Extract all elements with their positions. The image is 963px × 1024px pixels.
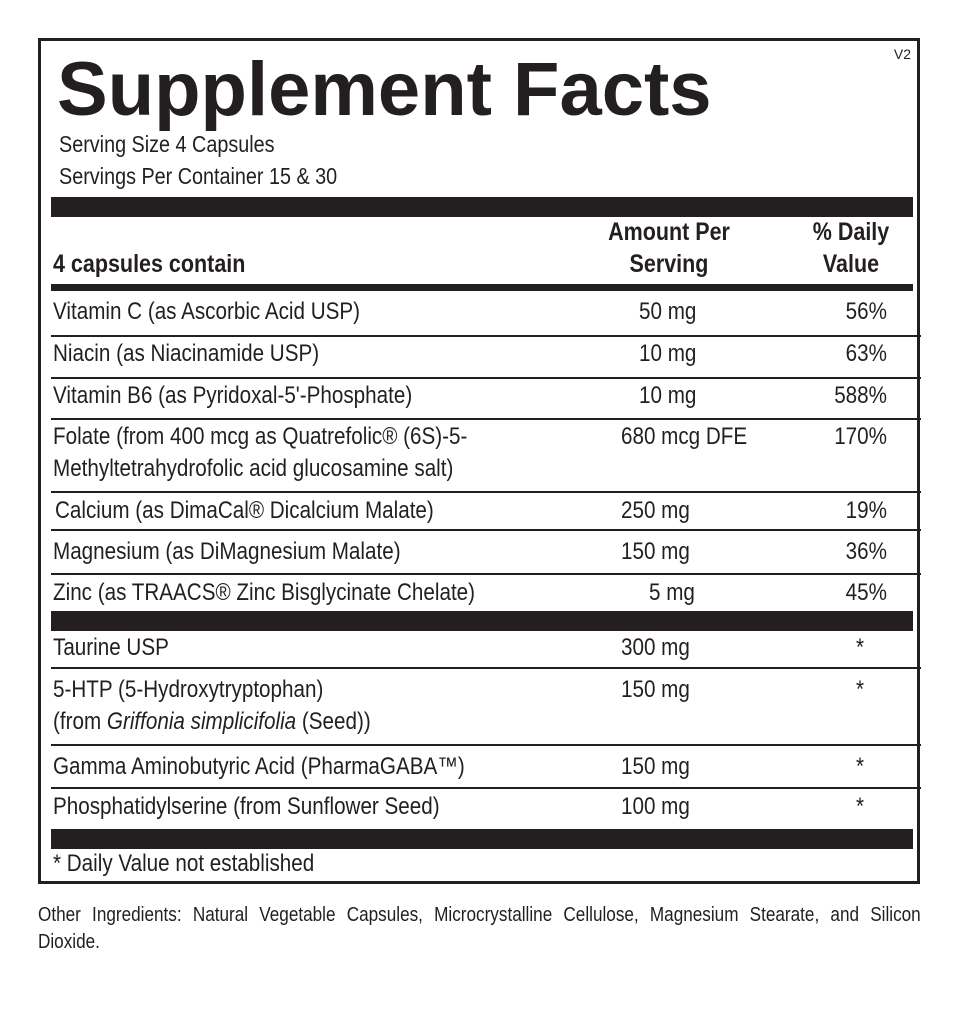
- header-dv-line2: Value: [822, 250, 880, 278]
- nutrient-dv: 588%: [834, 382, 887, 409]
- header-amount-line2: Serving: [629, 250, 709, 278]
- row-divider: [51, 667, 921, 669]
- nutrient-amount: 5 mg: [649, 579, 695, 606]
- header-contain: 4 capsules contain: [53, 250, 246, 278]
- row-divider: [51, 787, 921, 789]
- nutrient-dv: 36%: [845, 538, 887, 565]
- nutrient-amount: 680 mcg DFE: [621, 423, 748, 450]
- nutrient-dv: *: [855, 676, 865, 703]
- nutrient-amount: 300 mg: [621, 634, 690, 661]
- source-suffix: (Seed)): [296, 708, 371, 735]
- header-dv-line1: % Daily: [812, 218, 890, 246]
- nutrient-dv: 19%: [845, 497, 887, 524]
- nutrient-name: Calcium (as DimaCal® Dicalcium Malate): [55, 497, 434, 524]
- row-divider: [51, 491, 921, 493]
- nutrient-name: Taurine USP: [53, 634, 169, 661]
- nutrient-name: Zinc (as TRAACS® Zinc Bisglycinate Chela…: [53, 579, 476, 606]
- nutrient-name: Phosphatidylserine (from Sunflower Seed): [53, 793, 440, 820]
- footnote: * Daily Value not established: [53, 850, 315, 877]
- thick-divider: [51, 611, 913, 631]
- nutrient-name: Niacin (as Niacinamide USP): [53, 340, 320, 367]
- header-amount-line1: Amount Per: [608, 218, 730, 246]
- row-divider: [51, 529, 921, 531]
- nutrient-amount: 10 mg: [639, 340, 697, 367]
- thick-divider: [51, 829, 913, 849]
- other-ingredients: Other Ingredients: Natural Vegetable Cap…: [38, 904, 921, 953]
- nutrient-name: 5-HTP (5-Hydroxytryptophan): [53, 676, 324, 703]
- source-prefix: (from: [53, 708, 107, 735]
- nutrient-amount: 100 mg: [621, 793, 690, 820]
- row-divider: [51, 377, 921, 379]
- nutrient-name: Magnesium (as DiMagnesium Malate): [53, 538, 401, 565]
- source-species: Griffonia simplicifolia: [106, 708, 297, 735]
- nutrient-dv: *: [855, 793, 865, 820]
- row-divider: [51, 418, 921, 420]
- supplement-facts-panel: V2 Supplement Facts Serving Size 4 Capsu…: [38, 38, 921, 884]
- nutrient-dv: 170%: [834, 423, 887, 450]
- version-label: V2: [893, 46, 911, 62]
- servings-per-container: Servings Per Container 15 & 30: [59, 163, 338, 189]
- thick-divider: [51, 197, 913, 217]
- header-divider: [51, 284, 913, 291]
- nutrient-amount: 10 mg: [639, 382, 697, 409]
- nutrient-name: Gamma Aminobutyric Acid (PharmaGABA™): [53, 753, 465, 780]
- nutrient-dv: *: [855, 634, 865, 661]
- row-divider: [51, 573, 921, 575]
- row-divider: [51, 335, 921, 337]
- nutrient-dv: 56%: [845, 298, 887, 325]
- nutrient-name: Vitamin C (as Ascorbic Acid USP): [53, 298, 361, 325]
- nutrient-dv: 45%: [845, 579, 887, 606]
- nutrient-dv: *: [855, 753, 865, 780]
- nutrient-amount: 50 mg: [639, 298, 697, 325]
- panel-title: Supplement Facts: [57, 47, 712, 132]
- serving-size: Serving Size 4 Capsules: [59, 131, 275, 157]
- nutrient-name: Folate (from 400 mcg as Quatrefolic® (6S…: [53, 423, 468, 450]
- nutrient-amount: 150 mg: [621, 676, 690, 703]
- nutrient-amount: 150 mg: [621, 538, 690, 565]
- nutrient-amount: 250 mg: [621, 497, 690, 524]
- nutrient-name: Vitamin B6 (as Pyridoxal-5'-Phosphate): [53, 382, 413, 409]
- nutrient-amount: 150 mg: [621, 753, 690, 780]
- nutrient-name-line2: Methyltetrahydrofolic acid glucosamine s…: [53, 455, 454, 482]
- nutrient-dv: 63%: [845, 340, 887, 367]
- row-divider: [51, 744, 921, 746]
- nutrient-name-line2: (from Griffonia simplicifolia (Seed)): [53, 707, 371, 737]
